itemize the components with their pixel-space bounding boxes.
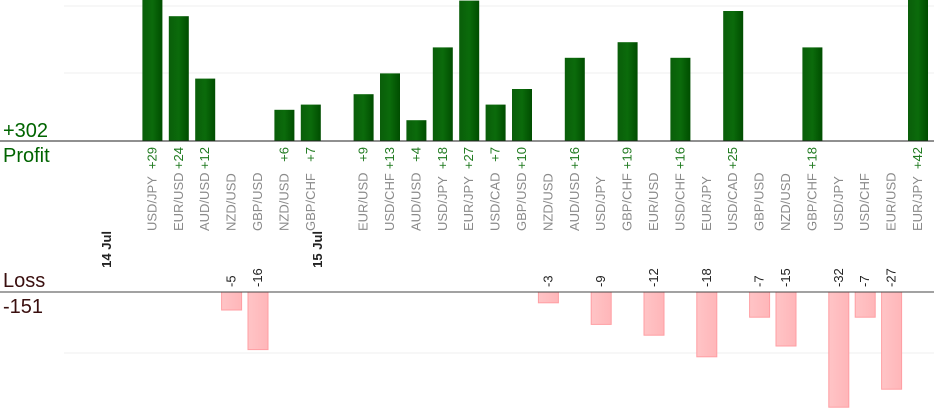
bars-layer [142,0,928,408]
category-label: GBP/USD [752,172,767,231]
date-label-0: 14 Jul [99,231,114,268]
category-label: USD/CHF [672,173,687,231]
bar-loss [537,291,559,304]
profit-label: Profit [3,145,50,167]
loss-label: Loss [3,270,46,292]
value-label-loss: -9 [593,275,608,287]
value-label-loss: -32 [831,268,846,287]
bar-profit [353,94,374,141]
bar-profit [670,57,691,141]
value-label-loss: -7 [752,275,767,287]
value-label-profit: +10 [514,147,529,169]
category-label: GBP/CHF [804,173,819,231]
category-label: NZD/USD [778,173,793,231]
value-label-profit: +19 [620,147,635,169]
category-label: USD/JPY [144,176,159,231]
value-label-profit: +7 [488,147,503,162]
bar-loss [221,291,243,311]
value-label-loss: -18 [699,268,714,287]
category-label: USD/CHF [857,173,872,231]
category-label: USD/JPY [831,176,846,231]
category-label: USD/JPY [435,176,450,231]
category-label: EUR/JPY [910,176,925,231]
value-label-loss: -16 [250,268,265,287]
category-label: GBP/CHF [303,173,318,231]
gridlines [64,5,934,354]
bar-loss [643,291,665,336]
category-label: USD/CAD [725,172,740,231]
value-label-profit: +25 [725,147,740,169]
category-label: EUR/USD [646,172,661,231]
bar-profit [802,47,823,141]
bar-profit [195,78,216,141]
bar-profit [485,104,506,141]
bar-loss [854,291,876,318]
bar-profit [300,104,321,141]
profit-total: +302 [3,120,49,142]
bar-loss [247,291,269,351]
value-label-loss: -7 [857,275,872,287]
category-label: AUD/USD [197,172,212,231]
bar-profit [617,42,638,142]
bar-profit [459,0,480,141]
bar-profit [432,47,453,141]
value-label-loss: -15 [778,268,793,287]
axes [0,140,934,293]
category-label: AUD/USD [408,172,423,231]
bar-loss [696,291,718,358]
category-label: AUD/USD [567,172,582,231]
value-label-profit: +16 [567,147,582,169]
category-label: EUR/USD [356,172,371,231]
bar-profit [142,0,163,142]
value-label-profit: +18 [435,147,450,169]
value-label-loss: -5 [224,275,239,287]
date-label-1: 15 Jul [310,231,325,268]
category-label: EUR/USD [171,172,186,231]
bar-profit [723,11,744,141]
category-label: GBP/CHF [620,173,635,231]
value-label-profit: +16 [672,147,687,169]
bar-profit [274,109,295,141]
value-label-profit: +12 [197,147,212,169]
bar-profit [908,0,928,141]
value-label-loss: -3 [540,275,555,287]
bar-loss [881,291,903,390]
value-label-loss: -27 [884,268,899,287]
category-label: EUR/USD [884,172,899,231]
category-label: GBP/USD [250,172,265,231]
category-label: USD/CHF [382,173,397,231]
category-label: GBP/USD [514,172,529,231]
value-label-profit: +27 [461,147,476,169]
value-label-profit: +18 [804,147,819,169]
bar-profit [406,120,427,141]
value-label-profit: +9 [356,147,371,162]
bar-loss [590,291,612,325]
value-label-profit: +4 [408,147,423,162]
value-label-profit: +24 [171,147,186,169]
bar-loss [749,291,771,318]
category-label: USD/CAD [488,172,503,231]
category-label: NZD/USD [540,173,555,231]
category-label: NZD/USD [276,173,291,231]
value-label-profit: +29 [144,147,159,169]
category-label: EUR/JPY [699,176,714,231]
bar-profit [380,73,400,141]
bar-profit [512,89,532,141]
bar-profit [564,57,585,141]
value-labels-layer: +29 +24 +12 -5 -16 +6 +7 +9 +13 +4 +18 +27 +7 +10 -3 +1… [144,147,925,287]
category-labels-layer: 14 Jul USD/JPY EUR/USD AUD/USD NZD/USD GBP/US… [99,172,925,267]
bar-profit [168,16,189,142]
value-label-profit: +6 [276,147,291,162]
loss-total: -151 [3,296,44,318]
value-label-profit: +7 [303,147,318,162]
category-label: EUR/JPY [461,176,476,231]
category-label: NZD/USD [224,173,239,231]
bar-loss [828,291,850,408]
value-label-profit: +42 [910,147,925,169]
value-label-loss: -12 [646,268,661,287]
category-label: USD/JPY [593,176,608,231]
bar-loss [775,291,797,347]
value-label-profit: +13 [382,147,397,169]
